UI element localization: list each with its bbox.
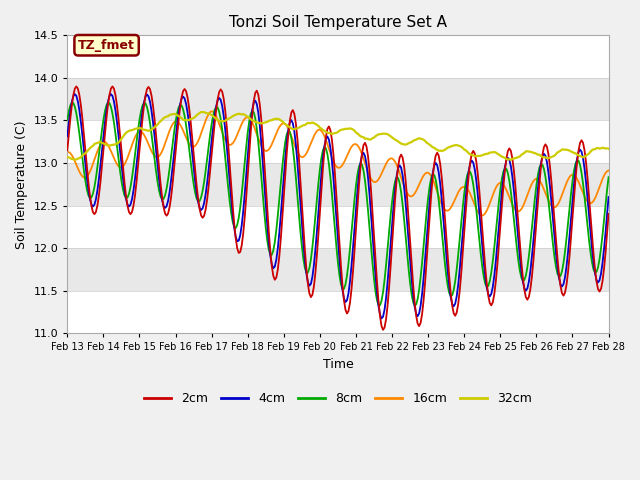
32cm (391, 137, 399, 143)
2cm (541, 142, 549, 147)
Line: 2cm: 2cm (67, 86, 609, 330)
8cm (166, 166, 173, 171)
4cm (378, 315, 385, 321)
2cm (404, 216, 412, 222)
32cm (373, 132, 381, 138)
Y-axis label: Soil Temperature (C): Soil Temperature (C) (15, 120, 28, 249)
16cm (79, 173, 86, 179)
Bar (67, 248, 609, 291)
4cm (404, 238, 412, 244)
4cm (605, 194, 612, 200)
32cm (403, 141, 411, 147)
Bar (67, 205, 609, 248)
2cm (63, 147, 71, 153)
2cm (373, 279, 381, 285)
Title: Tonzi Soil Temperature Set A: Tonzi Soil Temperature Set A (229, 15, 447, 30)
8cm (391, 179, 399, 184)
Line: 16cm: 16cm (67, 111, 609, 216)
16cm (391, 159, 399, 165)
8cm (68, 100, 76, 106)
32cm (164, 113, 172, 119)
32cm (63, 155, 71, 160)
X-axis label: Time: Time (323, 358, 353, 371)
2cm (393, 178, 401, 184)
4cm (373, 290, 381, 296)
32cm (605, 146, 612, 152)
Bar (67, 36, 609, 78)
32cm (79, 153, 86, 158)
16cm (479, 213, 486, 218)
2cm (72, 84, 80, 89)
Legend: 2cm, 4cm, 8cm, 16cm, 32cm: 2cm, 4cm, 8cm, 16cm, 32cm (139, 387, 537, 410)
Bar (67, 291, 609, 334)
4cm (80, 147, 88, 153)
16cm (63, 149, 71, 155)
32cm (541, 155, 549, 160)
4cm (393, 174, 401, 180)
Text: TZ_fmet: TZ_fmet (78, 39, 135, 52)
Bar (67, 163, 609, 205)
16cm (164, 132, 172, 138)
2cm (80, 131, 88, 137)
4cm (71, 91, 79, 97)
16cm (373, 178, 381, 184)
8cm (373, 298, 381, 303)
8cm (63, 117, 71, 123)
16cm (403, 190, 411, 196)
32cm (507, 157, 515, 163)
16cm (605, 168, 612, 173)
4cm (166, 189, 173, 195)
4cm (541, 153, 549, 158)
32cm (199, 109, 207, 115)
8cm (541, 174, 549, 180)
Bar (67, 78, 609, 120)
2cm (605, 211, 612, 217)
8cm (605, 174, 612, 180)
16cm (208, 108, 216, 114)
Bar (67, 120, 609, 163)
8cm (80, 168, 88, 173)
8cm (403, 250, 411, 256)
16cm (541, 190, 549, 196)
4cm (63, 133, 71, 139)
2cm (166, 204, 173, 210)
2cm (380, 327, 387, 333)
Line: 8cm: 8cm (67, 103, 609, 305)
8cm (411, 302, 419, 308)
Line: 32cm: 32cm (67, 112, 609, 160)
Line: 4cm: 4cm (67, 94, 609, 318)
